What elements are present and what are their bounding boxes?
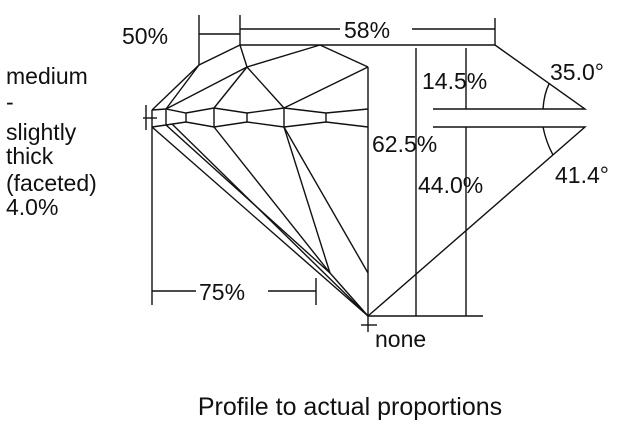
pavilion-depth-label: 44.0% bbox=[418, 172, 483, 198]
girdle-line: 4.0% bbox=[6, 194, 58, 220]
crown-height-label: 14.5% bbox=[422, 68, 487, 94]
caption: Profile to actual proportions bbox=[198, 393, 502, 421]
total-depth-label: 62.5% bbox=[372, 131, 437, 157]
pavilion-angle-label: 41.4° bbox=[555, 162, 609, 188]
diamond-outline bbox=[151, 44, 588, 317]
dimension-lines bbox=[143, 15, 554, 332]
crown-angle-label: 35.0° bbox=[550, 59, 604, 85]
table-label: 58% bbox=[344, 17, 390, 43]
culet-label: none bbox=[375, 326, 426, 352]
girdle-line: slightly bbox=[6, 119, 77, 145]
girdle-line: - bbox=[6, 89, 14, 115]
girdle-line: medium bbox=[6, 63, 88, 89]
girdle-label: medium - slightly thick (faceted) 4.0% bbox=[6, 63, 97, 220]
girdle-line: (faceted) bbox=[6, 170, 97, 196]
crown-50pct-label: 50% bbox=[122, 23, 168, 49]
girdle-line: thick bbox=[6, 143, 54, 169]
lower-half-label: 75% bbox=[199, 279, 245, 305]
